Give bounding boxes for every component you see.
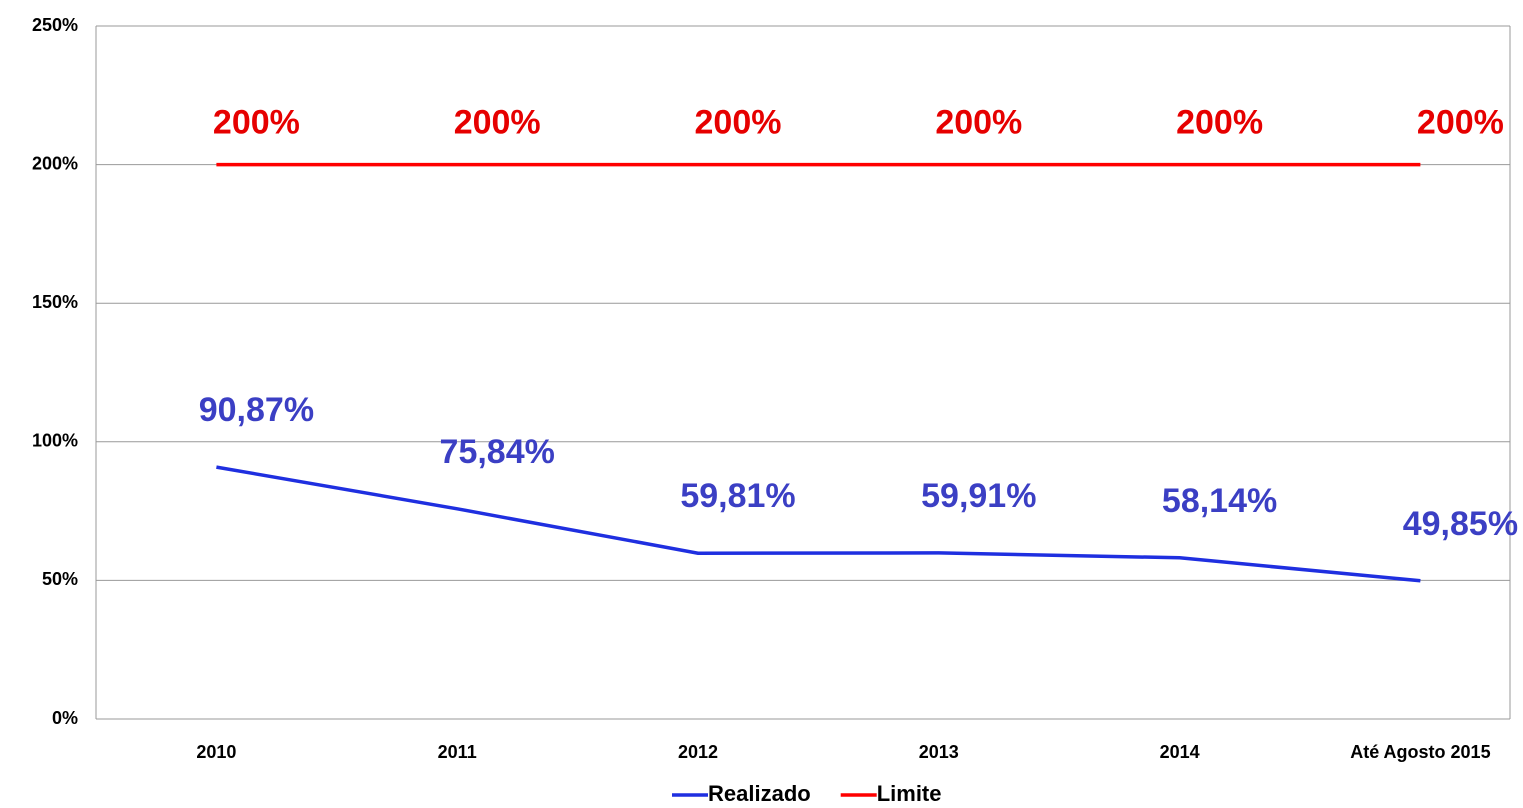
data-label: 58,14% (1162, 482, 1277, 520)
y-tick-label: 50% (42, 569, 78, 589)
series-line (216, 465, 1421, 583)
data-label: 59,81% (680, 477, 795, 515)
x-tick-label: 2010 (196, 742, 236, 762)
data-label: 200% (935, 104, 1022, 142)
y-tick-label: 200% (32, 153, 78, 173)
x-tick-label: 2013 (919, 742, 959, 762)
y-tick-label: 150% (32, 292, 78, 312)
x-tick-label: Até Agosto 2015 (1350, 742, 1490, 762)
data-label: 200% (1176, 104, 1263, 142)
data-label: 75,84% (440, 433, 555, 471)
data-label: 200% (1417, 104, 1504, 142)
data-label: 49,85% (1403, 505, 1518, 543)
data-label: 200% (695, 104, 782, 142)
y-tick-label: 0% (52, 708, 78, 728)
x-tick-label: 2012 (678, 742, 718, 762)
y-tick-label: 100% (32, 431, 78, 451)
data-label: 200% (213, 104, 300, 142)
data-label: 200% (454, 104, 541, 142)
legend-label: Limite (877, 781, 942, 806)
y-tick-label: 250% (32, 15, 78, 35)
data-label: 59,91% (921, 477, 1036, 515)
x-tick-label: 2014 (1160, 742, 1200, 762)
legend-label: Realizado (708, 781, 811, 806)
x-tick-label: 2011 (438, 742, 477, 762)
data-label: 90,87% (199, 391, 314, 429)
